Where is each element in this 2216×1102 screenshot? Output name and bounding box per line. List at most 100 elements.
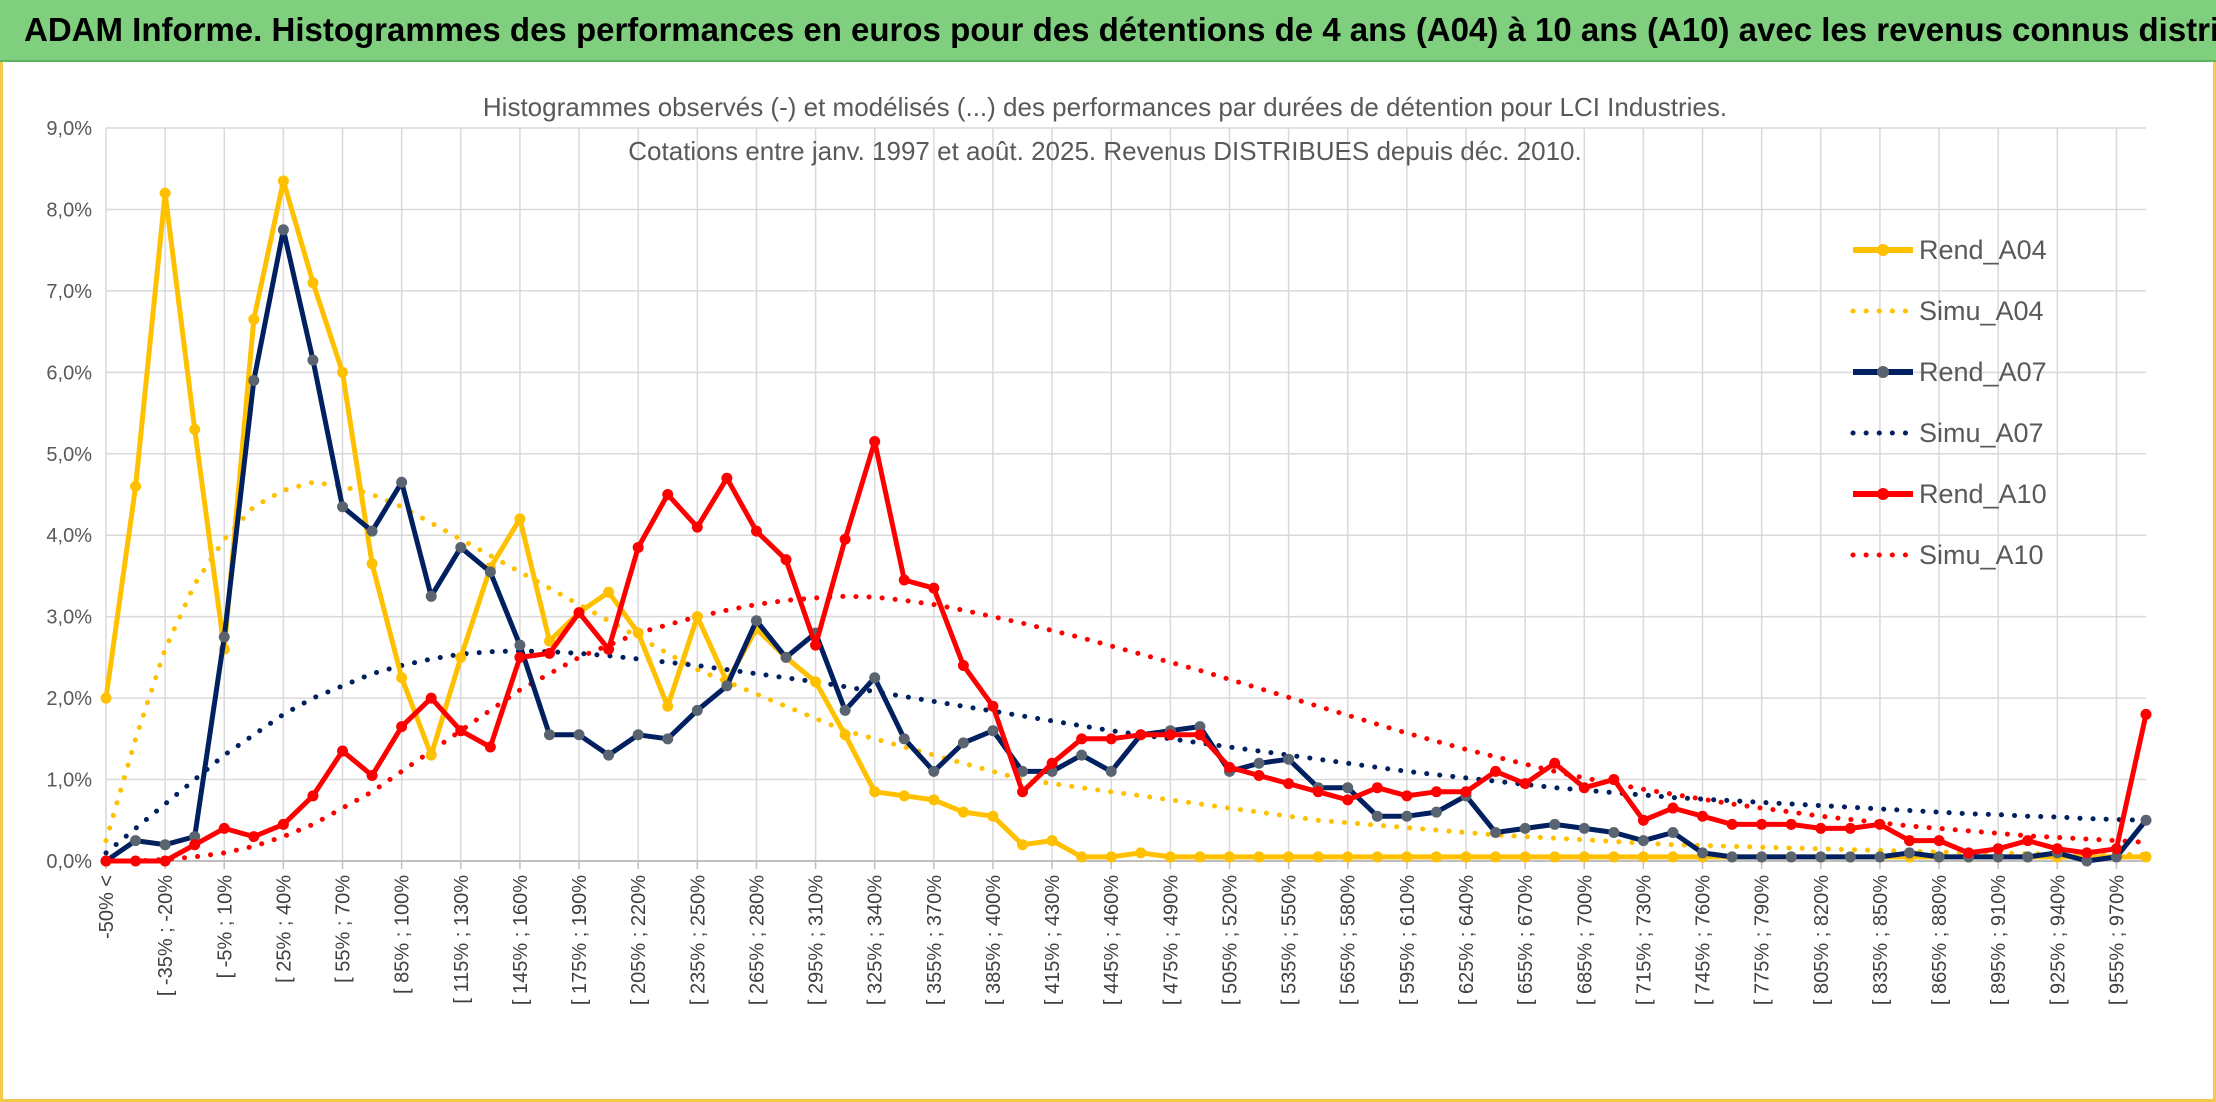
x-tick-label: [ 475% ; 490% [1160,875,1182,1005]
data-point [425,692,437,704]
data-point [750,525,762,537]
y-axis: 0,0% 1,0% 2,0% 3,0% 4,0% 5,0% 6,0% 7,0% 8,0% 9,0% [46,118,92,873]
data-point [1076,851,1088,863]
x-tick-label: [ 925% ; 940% [2047,875,2069,1005]
data-point [1194,851,1206,863]
data-point [1460,786,1472,798]
data-point [1874,851,1886,863]
x-tick-label: [ 685% ; 700% [1574,875,1596,1005]
x-tick-label: [ 715% ; 730% [1633,875,1655,1005]
x-tick-label: [ 955% ; 970% [2106,875,2128,1005]
series-rend-a04 [100,175,2152,863]
data-point [277,175,289,187]
data-point [1756,851,1768,863]
data-point [1549,757,1561,769]
data-point [1283,753,1295,765]
data-point [1578,822,1590,834]
data-point [869,672,881,684]
series-simu-a04 [103,479,2149,857]
data-point [514,513,526,525]
data-point [2140,708,2152,720]
x-tick-label: [ 625% ; 640% [1456,875,1478,1005]
data-point [869,786,881,798]
data-point [1253,769,1265,781]
data-point [632,627,644,639]
data-point [1194,721,1206,733]
data-point [543,729,555,741]
data-point [307,354,319,366]
data-point [1342,794,1354,806]
data-point [218,822,230,834]
data-point [1223,761,1235,773]
series-rend-a10 [100,436,2152,867]
data-point [1815,851,1827,863]
data-point [1667,826,1679,838]
legend-item-simu-a10: Simu_A10 [1850,540,2044,570]
data-point [1017,839,1029,851]
data-point [750,615,762,627]
data-point [1697,847,1709,859]
data-point [603,749,615,761]
data-point [1076,749,1088,761]
data-point [987,700,999,712]
data-point [1046,757,1058,769]
data-point [1756,818,1768,830]
data-point [691,521,703,533]
data-point [337,745,349,757]
legend-item-rend-a07: Rend_A07 [1853,357,2047,387]
data-point [100,692,112,704]
data-point [1105,733,1117,745]
y-tick-label: 2,0% [46,688,92,710]
y-tick-label: 3,0% [46,607,92,629]
data-point [1371,851,1383,863]
data-point [869,436,881,448]
data-point [1342,782,1354,794]
data-point [159,855,171,867]
x-axis: -50% < [ -35% ; -20% [ -5% ; 10% [ 25% ; 40… [96,860,2146,1005]
data-point [810,639,822,651]
data-point [1519,822,1531,834]
x-tick-label: [ 325% ; 340% [865,875,887,1005]
data-point [898,733,910,745]
data-point [248,831,260,843]
data-point [1815,822,1827,834]
data-point [2140,851,2152,863]
data-point [130,835,142,847]
legend-label: Simu_A04 [1919,296,2044,326]
report-title: ADAM Informe. Histogrammes des performan… [24,11,2216,48]
data-point [1164,729,1176,741]
x-tick-label: [ 895% ; 910% [1988,875,2010,1005]
data-point [425,749,437,761]
data-point [1490,765,1502,777]
data-point [455,725,467,737]
series-rend-a07 [100,224,2152,867]
data-point [1637,835,1649,847]
data-point [1933,851,1945,863]
data-point [721,472,733,484]
data-point [1785,851,1797,863]
data-point [2081,855,2093,867]
data-point [130,855,142,867]
data-point [1430,851,1442,863]
data-point [1223,851,1235,863]
chart-series [100,175,2152,867]
data-point [928,794,940,806]
data-point [1608,851,1620,863]
data-point [957,737,969,749]
x-tick-label: [ 745% ; 760% [1693,875,1715,1005]
data-point [1194,729,1206,741]
data-point [337,366,349,378]
data-point [277,818,289,830]
data-point [632,541,644,553]
series-line-rend-a07 [104,227,2148,864]
data-point [514,639,526,651]
data-point [1578,851,1590,863]
x-tick-label: [ 805% ; 820% [1811,875,1833,1005]
data-point [189,831,201,843]
x-tick-label: [ -5% ; 10% [214,875,236,979]
data-point [1430,806,1442,818]
data-point [2110,843,2122,855]
x-tick-label: [ 55% ; 70% [333,875,355,983]
data-point [1697,810,1709,822]
chart-legend: Rend_A04 Simu_A04 Rend_A07 Simu_A07 Rend_A10… [1850,235,2047,570]
